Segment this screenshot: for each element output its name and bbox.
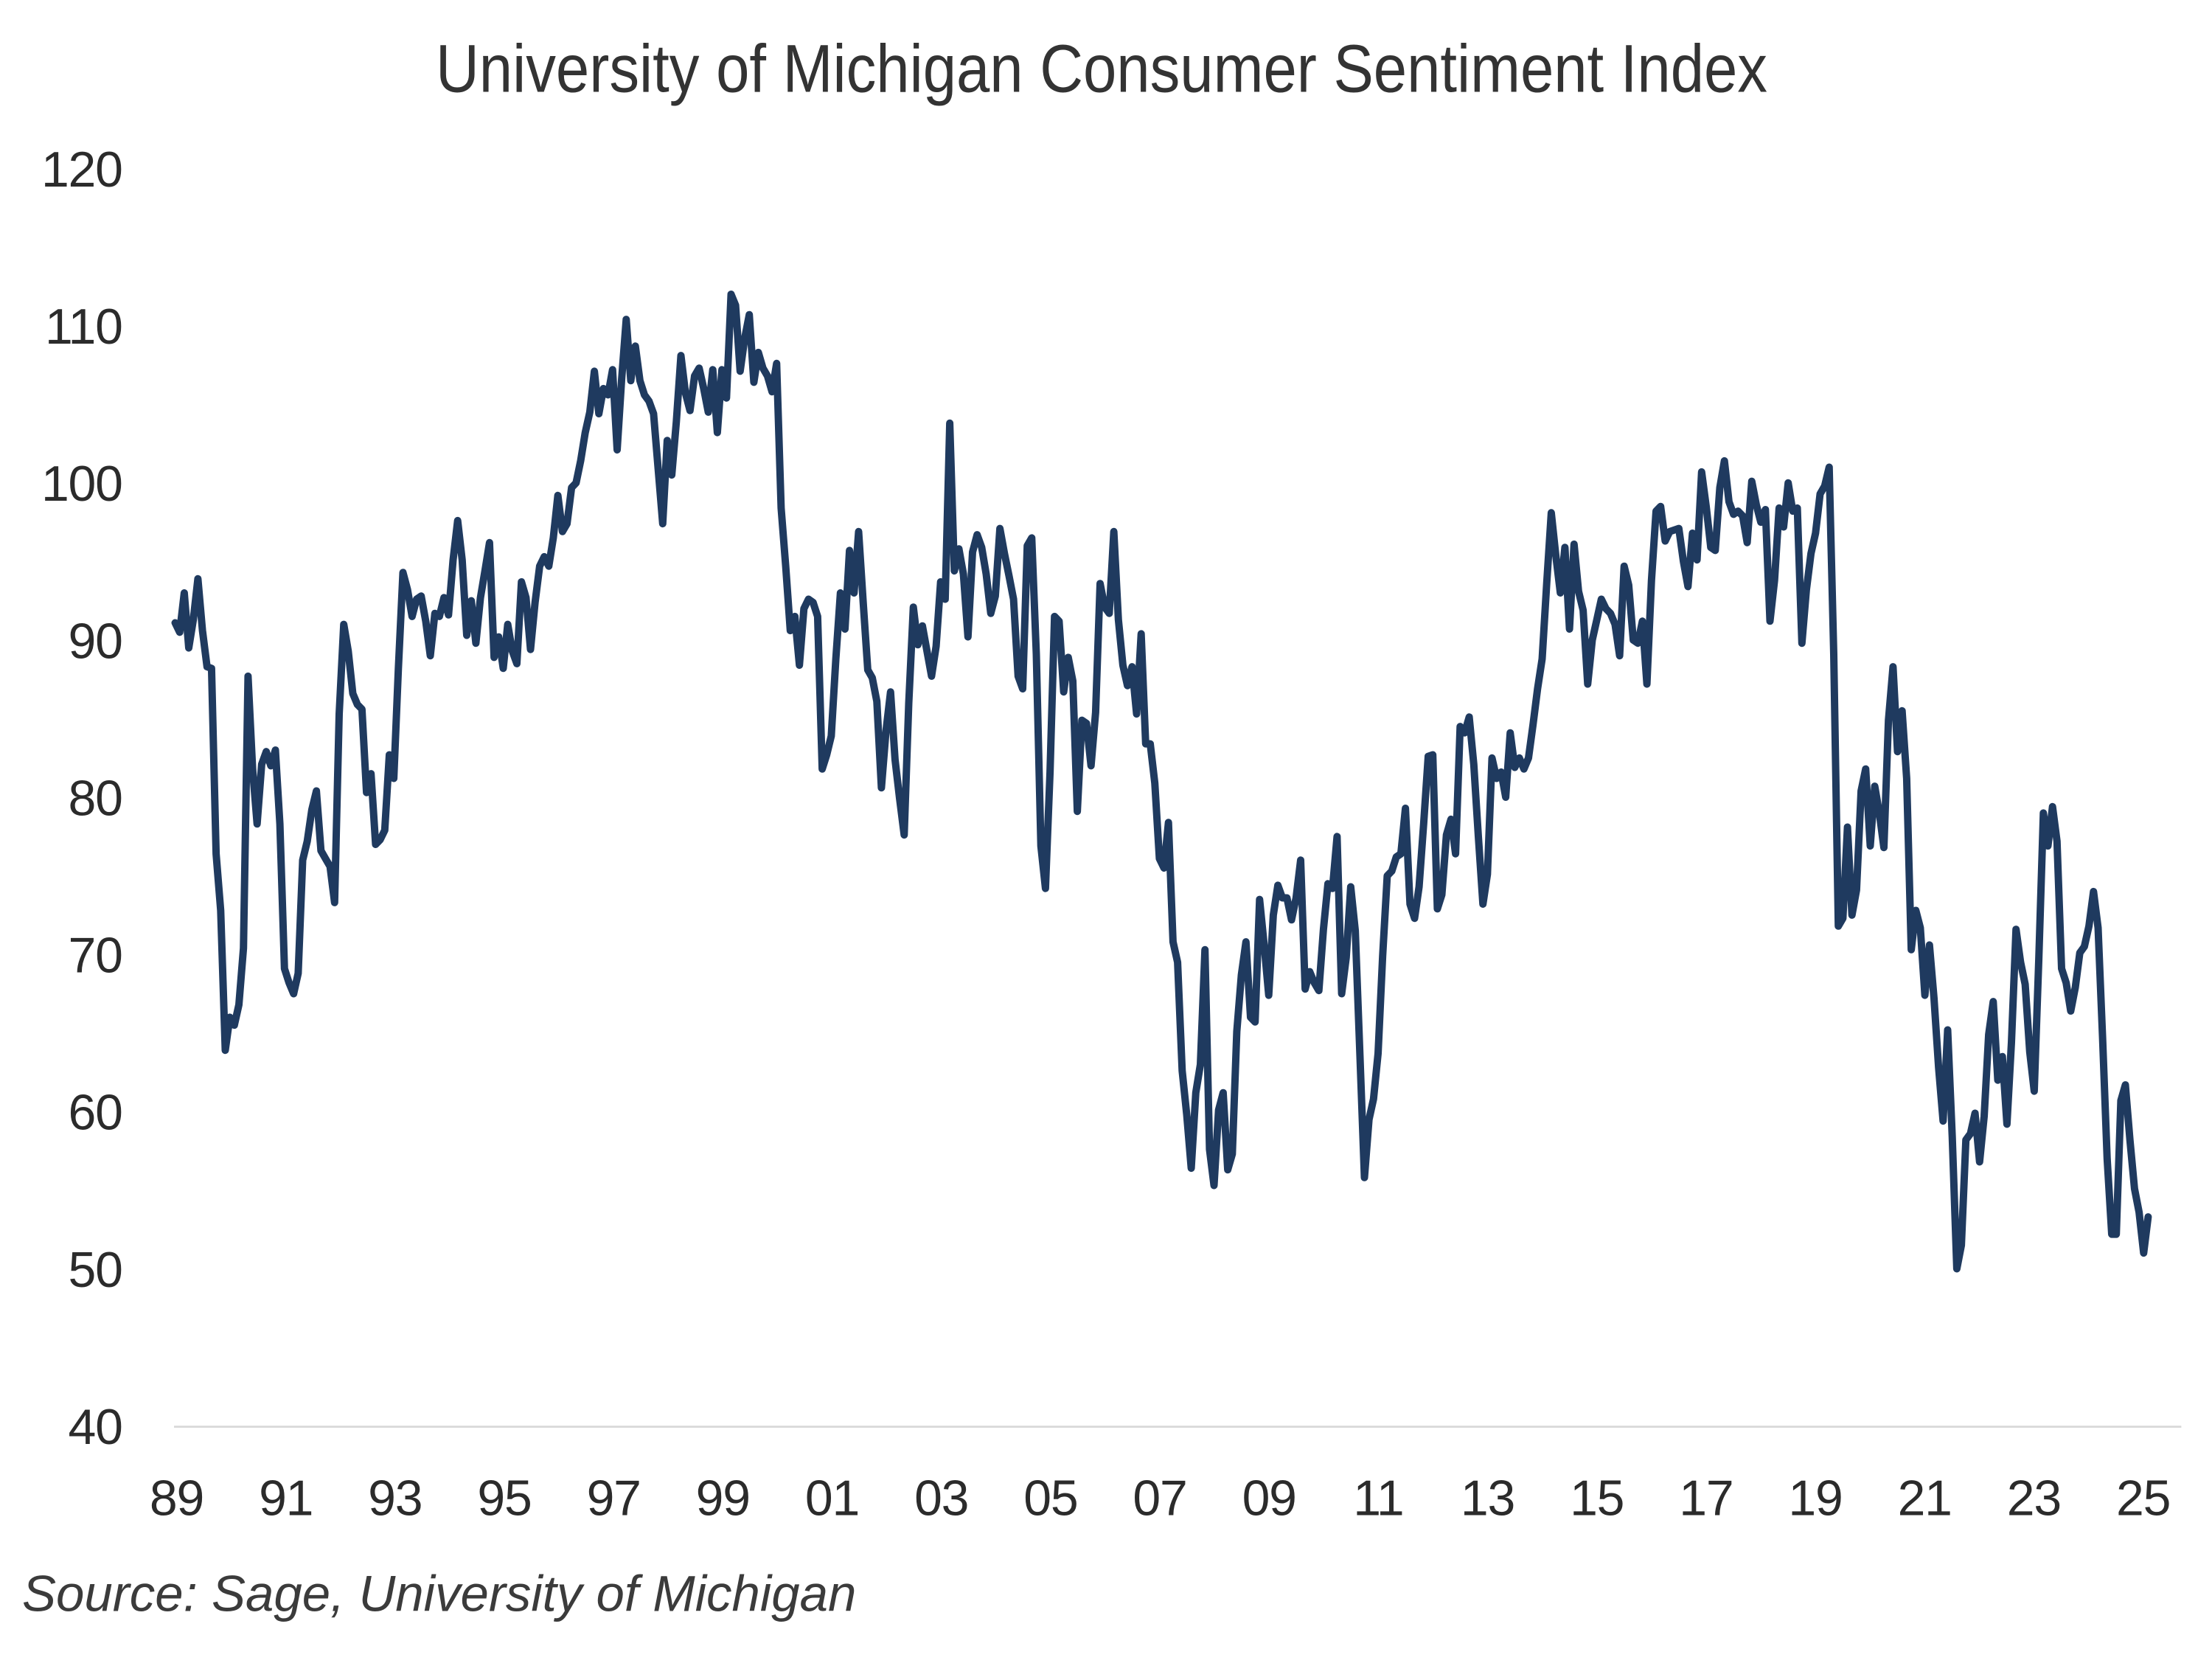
svg-text:80: 80 — [69, 770, 122, 826]
svg-text:89: 89 — [150, 1470, 204, 1526]
svg-text:50: 50 — [69, 1242, 122, 1298]
svg-text:University of Michigan Consume: University of Michigan Consumer Sentimen… — [436, 32, 1767, 107]
svg-text:120: 120 — [41, 142, 122, 198]
svg-text:03: 03 — [914, 1470, 968, 1526]
svg-text:25: 25 — [2116, 1470, 2170, 1526]
svg-text:23: 23 — [2007, 1470, 2061, 1526]
svg-text:91: 91 — [259, 1470, 313, 1526]
svg-text:Source: Sage, University of Mi: Source: Sage, University of Michigan — [22, 1566, 856, 1622]
svg-text:09: 09 — [1242, 1470, 1296, 1526]
svg-text:110: 110 — [45, 299, 122, 355]
svg-text:70: 70 — [69, 928, 122, 984]
svg-text:90: 90 — [69, 613, 122, 669]
svg-text:13: 13 — [1461, 1470, 1514, 1526]
svg-text:97: 97 — [587, 1470, 641, 1526]
svg-text:93: 93 — [368, 1470, 422, 1526]
svg-text:01: 01 — [805, 1470, 859, 1526]
svg-text:11: 11 — [1353, 1470, 1403, 1526]
svg-text:15: 15 — [1570, 1470, 1624, 1526]
svg-text:17: 17 — [1679, 1470, 1733, 1526]
svg-text:100: 100 — [41, 456, 122, 512]
svg-text:40: 40 — [69, 1399, 122, 1455]
svg-text:21: 21 — [1898, 1470, 1952, 1526]
svg-text:19: 19 — [1788, 1470, 1842, 1526]
svg-text:07: 07 — [1133, 1470, 1186, 1526]
svg-text:99: 99 — [696, 1470, 750, 1526]
svg-text:60: 60 — [69, 1085, 122, 1141]
svg-text:95: 95 — [477, 1470, 531, 1526]
svg-text:05: 05 — [1023, 1470, 1077, 1526]
